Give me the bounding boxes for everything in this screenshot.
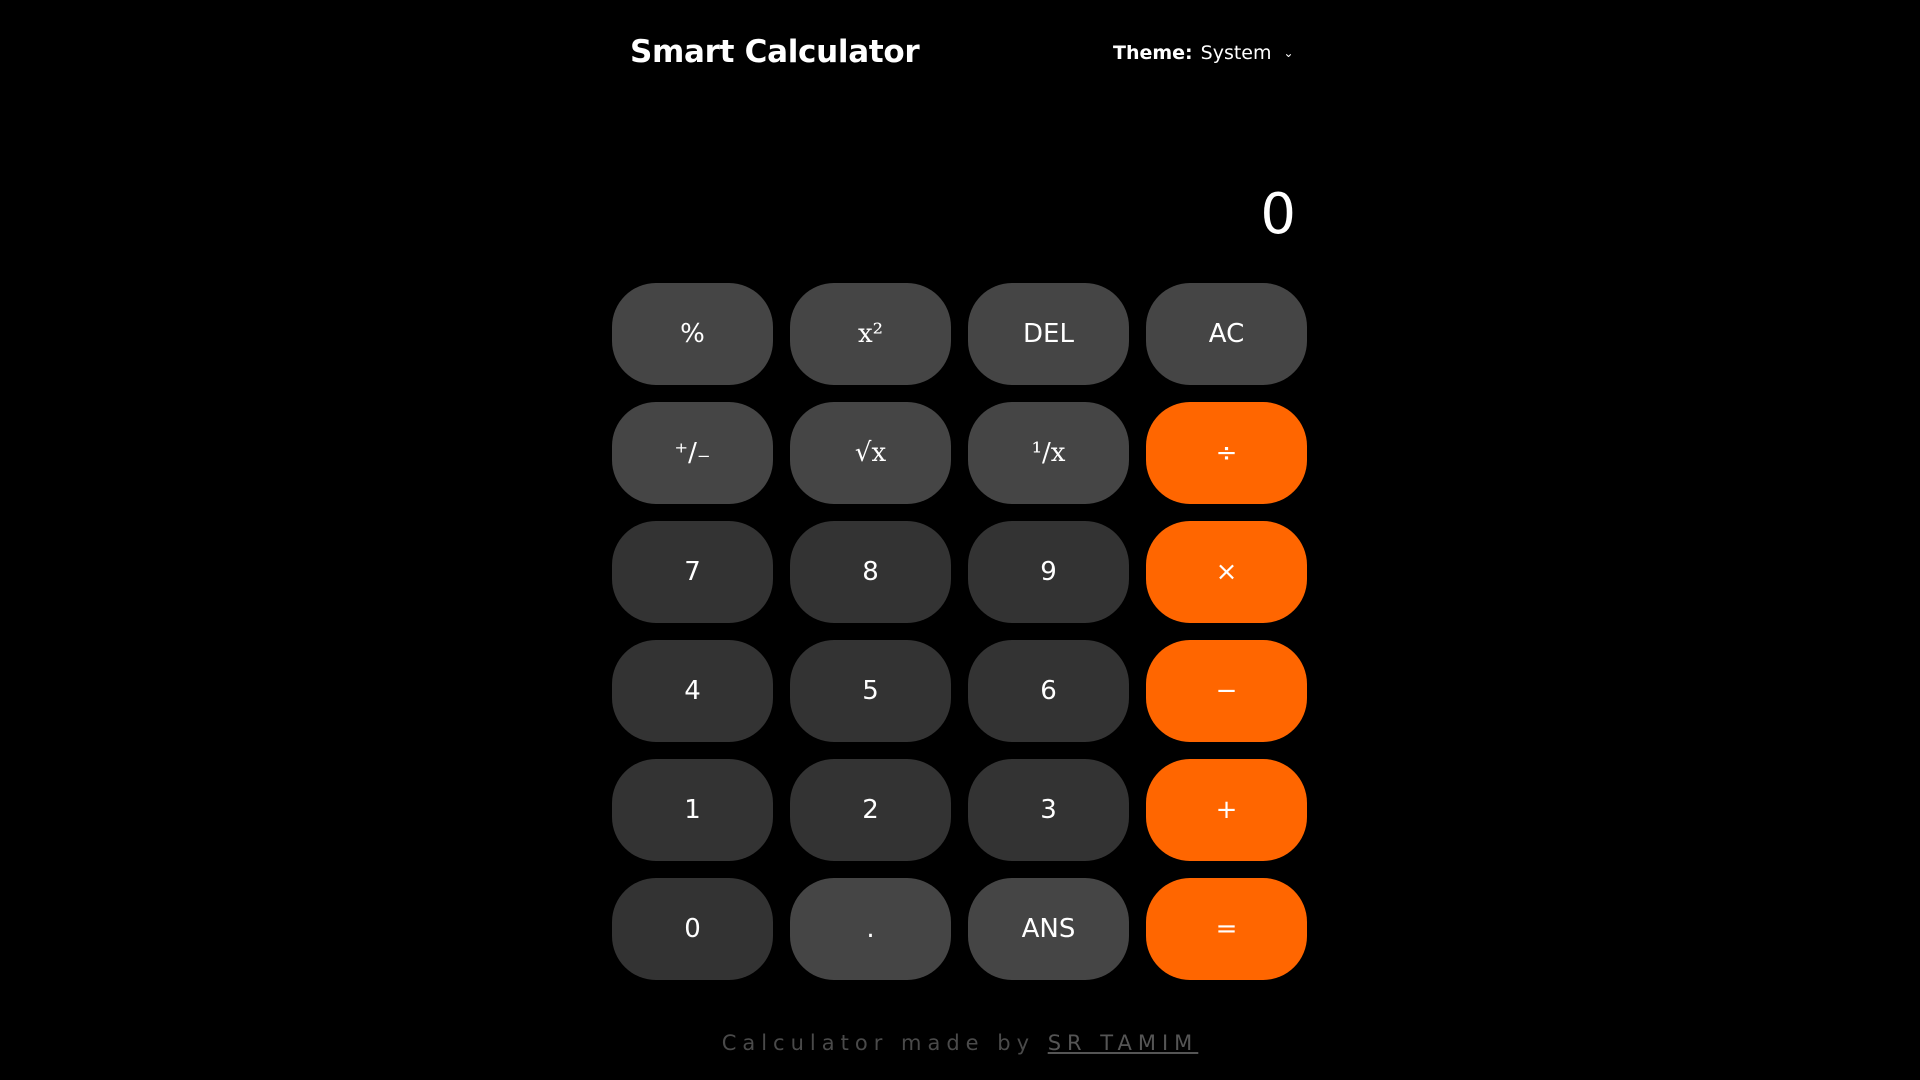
answer-button[interactable]: ANS — [968, 878, 1129, 980]
square-root-label: √x — [854, 438, 887, 468]
delete-label: DEL — [1023, 319, 1074, 349]
digit-5-label: 5 — [862, 676, 879, 706]
subtract-button[interactable]: − — [1146, 640, 1307, 742]
digit-3-label: 3 — [1040, 795, 1057, 825]
digit-2-button[interactable]: 2 — [790, 759, 951, 861]
decimal-button[interactable]: . — [790, 878, 951, 980]
theme-value: System — [1200, 42, 1272, 64]
footer: Calculator made by SR TAMIM — [0, 1031, 1920, 1055]
digit-4-button[interactable]: 4 — [612, 640, 773, 742]
equals-label: = — [1215, 914, 1238, 944]
digit-8-label: 8 — [862, 557, 879, 587]
calculator-display: 0 — [1260, 182, 1296, 247]
author-link[interactable]: SR TAMIM — [1047, 1031, 1199, 1055]
square-button[interactable]: x² — [790, 283, 951, 385]
chevron-down-icon: ⌄ — [1283, 46, 1294, 60]
subtract-label: − — [1215, 676, 1238, 706]
digit-1-button[interactable]: 1 — [612, 759, 773, 861]
digit-7-button[interactable]: 7 — [612, 521, 773, 623]
digit-3-button[interactable]: 3 — [968, 759, 1129, 861]
sign-toggle-label: ⁺/₋ — [674, 438, 711, 468]
digit-8-button[interactable]: 8 — [790, 521, 951, 623]
square-root-button[interactable]: √x — [790, 402, 951, 504]
delete-button[interactable]: DEL — [968, 283, 1129, 385]
digit-9-label: 9 — [1040, 557, 1057, 587]
digit-6-label: 6 — [1040, 676, 1057, 706]
digit-6-button[interactable]: 6 — [968, 640, 1129, 742]
sign-toggle-button[interactable]: ⁺/₋ — [612, 402, 773, 504]
multiply-button[interactable]: × — [1146, 521, 1307, 623]
digit-7-label: 7 — [684, 557, 701, 587]
digit-5-button[interactable]: 5 — [790, 640, 951, 742]
app-title: Smart Calculator — [630, 34, 920, 70]
theme-label: Theme: — [1113, 42, 1193, 64]
divide-button[interactable]: ÷ — [1146, 402, 1307, 504]
all-clear-button[interactable]: AC — [1146, 283, 1307, 385]
percent-label: % — [680, 319, 705, 349]
equals-button[interactable]: = — [1146, 878, 1307, 980]
digit-0-button[interactable]: 0 — [612, 878, 773, 980]
reciprocal-button[interactable]: ¹/x — [968, 402, 1129, 504]
keypad: % x² DEL AC ⁺/₋ √x ¹/x ÷ 7 8 9 × 4 5 6 − 1 2 3 +0. ANS = — [612, 283, 1307, 980]
reciprocal-label: ¹/x — [1031, 438, 1066, 468]
digit-0-label: 0 — [684, 914, 701, 944]
add-button[interactable]: + — [1146, 759, 1307, 861]
divide-label: ÷ — [1215, 438, 1238, 468]
footer-text: Calculator made by — [721, 1031, 1036, 1055]
multiply-label: × — [1215, 557, 1238, 587]
theme-selector[interactable]: Theme: System ⌄ — [1113, 42, 1294, 64]
decimal-label: . — [866, 914, 875, 944]
digit-1-label: 1 — [684, 795, 701, 825]
digit-9-button[interactable]: 9 — [968, 521, 1129, 623]
answer-label: ANS — [1021, 914, 1076, 944]
digit-4-label: 4 — [684, 676, 701, 706]
square-label: x² — [857, 319, 884, 349]
add-label: + — [1215, 795, 1238, 825]
percent-button[interactable]: % — [612, 283, 773, 385]
digit-2-label: 2 — [862, 795, 879, 825]
all-clear-label: AC — [1208, 319, 1245, 349]
